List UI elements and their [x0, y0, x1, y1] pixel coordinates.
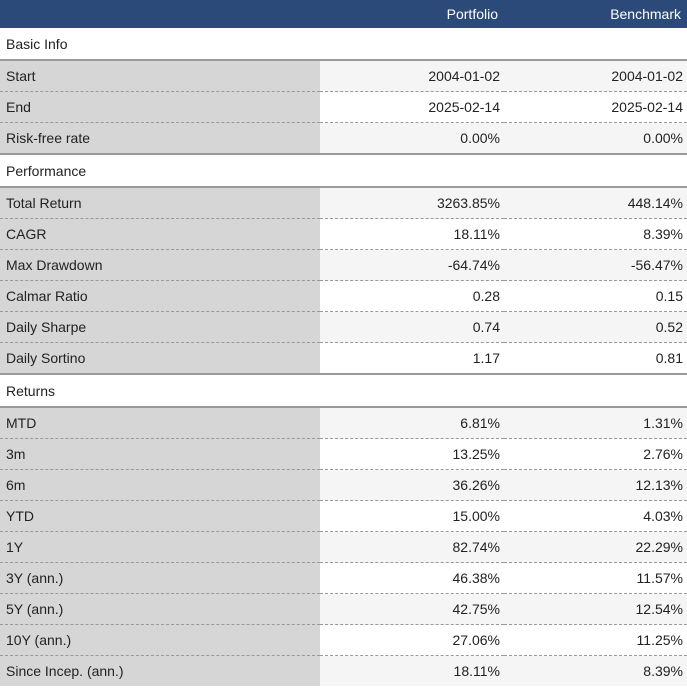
table-row: 1Y 82.74% 22.29% — [0, 531, 687, 563]
table-body: Basic Info Start 2004-01-02 2004-01-02 End 20… — [0, 27, 687, 686]
metric-label: MTD — [0, 407, 320, 439]
portfolio-value: 18.11% — [320, 655, 504, 686]
metric-label: End — [0, 91, 320, 123]
metric-label: 3m — [0, 438, 320, 470]
table-row: 3Y (ann.) 46.38% 11.57% — [0, 562, 687, 594]
metric-label: Max Drawdown — [0, 249, 320, 281]
section-title: Performance — [0, 153, 687, 188]
table-row: YTD 15.00% 4.03% — [0, 500, 687, 532]
portfolio-value: 6.81% — [320, 407, 504, 439]
table-header: Portfolio Benchmark — [0, 0, 687, 28]
benchmark-value: 11.57% — [504, 562, 687, 594]
metric-label: Since Incep. (ann.) — [0, 655, 320, 686]
metric-label: 5Y (ann.) — [0, 593, 320, 625]
benchmark-value: 22.29% — [504, 531, 687, 563]
benchmark-value: 0.00% — [504, 122, 687, 154]
table-row: MTD 6.81% 1.31% — [0, 407, 687, 439]
metric-label: YTD — [0, 500, 320, 532]
portfolio-value: 42.75% — [320, 593, 504, 625]
portfolio-value: 46.38% — [320, 562, 504, 594]
portfolio-value: 36.26% — [320, 469, 504, 501]
portfolio-value: 2004-01-02 — [320, 60, 504, 92]
metric-label: Daily Sortino — [0, 342, 320, 374]
table-row: 5Y (ann.) 42.75% 12.54% — [0, 593, 687, 625]
metric-label: Calmar Ratio — [0, 280, 320, 312]
section-header-row: Basic Info — [0, 27, 687, 61]
benchmark-value: 2004-01-02 — [504, 60, 687, 92]
benchmark-value: 8.39% — [504, 655, 687, 686]
table-row: Total Return 3263.85% 448.14% — [0, 187, 687, 219]
metric-label: 10Y (ann.) — [0, 624, 320, 656]
metric-label: Risk-free rate — [0, 122, 320, 154]
table-row: CAGR 18.11% 8.39% — [0, 218, 687, 250]
table-row: End 2025-02-14 2025-02-14 — [0, 91, 687, 123]
benchmark-value: 12.13% — [504, 469, 687, 501]
header-benchmark: Benchmark — [504, 0, 687, 28]
benchmark-value: 0.52 — [504, 311, 687, 343]
benchmark-value: 4.03% — [504, 500, 687, 532]
table-row: 6m 36.26% 12.13% — [0, 469, 687, 501]
portfolio-value: -64.74% — [320, 249, 504, 281]
table-row: Start 2004-01-02 2004-01-02 — [0, 60, 687, 92]
table-row: 3m 13.25% 2.76% — [0, 438, 687, 470]
metric-label: 1Y — [0, 531, 320, 563]
portfolio-value: 3263.85% — [320, 187, 504, 219]
benchmark-value: 0.81 — [504, 342, 687, 374]
portfolio-value: 15.00% — [320, 500, 504, 532]
metric-label: 6m — [0, 469, 320, 501]
portfolio-value: 18.11% — [320, 218, 504, 250]
benchmark-value: 11.25% — [504, 624, 687, 656]
header-blank-cell — [0, 0, 320, 28]
table-row: 10Y (ann.) 27.06% 11.25% — [0, 624, 687, 656]
portfolio-value: 2025-02-14 — [320, 91, 504, 123]
portfolio-value: 1.17 — [320, 342, 504, 374]
table-row: Calmar Ratio 0.28 0.15 — [0, 280, 687, 312]
metric-label: Start — [0, 60, 320, 92]
portfolio-value: 0.28 — [320, 280, 504, 312]
benchmark-value: 2.76% — [504, 438, 687, 470]
table-row: Max Drawdown -64.74% -56.47% — [0, 249, 687, 281]
section-title: Basic Info — [0, 27, 687, 61]
portfolio-value: 27.06% — [320, 624, 504, 656]
table-row: Since Incep. (ann.) 18.11% 8.39% — [0, 655, 687, 686]
benchmark-value: 0.15 — [504, 280, 687, 312]
table-row: Daily Sortino 1.17 0.81 — [0, 342, 687, 374]
section-header-row: Performance — [0, 153, 687, 188]
portfolio-value: 82.74% — [320, 531, 504, 563]
table-row: Risk-free rate 0.00% 0.00% — [0, 122, 687, 154]
metric-label: 3Y (ann.) — [0, 562, 320, 594]
benchmark-value: 12.54% — [504, 593, 687, 625]
benchmark-value: -56.47% — [504, 249, 687, 281]
header-portfolio: Portfolio — [320, 0, 504, 28]
section-header-row: Returns — [0, 373, 687, 408]
benchmark-value: 448.14% — [504, 187, 687, 219]
metric-label: Daily Sharpe — [0, 311, 320, 343]
portfolio-value: 0.00% — [320, 122, 504, 154]
metric-label: CAGR — [0, 218, 320, 250]
benchmark-value: 2025-02-14 — [504, 91, 687, 123]
portfolio-value: 0.74 — [320, 311, 504, 343]
portfolio-value: 13.25% — [320, 438, 504, 470]
benchmark-value: 1.31% — [504, 407, 687, 439]
benchmark-value: 8.39% — [504, 218, 687, 250]
header-row: Portfolio Benchmark — [0, 0, 687, 28]
metric-label: Total Return — [0, 187, 320, 219]
table-row: Daily Sharpe 0.74 0.52 — [0, 311, 687, 343]
section-title: Returns — [0, 373, 687, 408]
